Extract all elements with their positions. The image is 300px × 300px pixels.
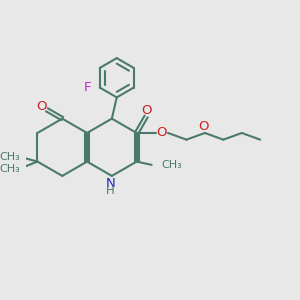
Text: CH₃: CH₃ [161, 160, 182, 170]
Text: N: N [106, 177, 116, 190]
Text: O: O [198, 121, 209, 134]
Text: F: F [84, 81, 92, 94]
Text: CH₃: CH₃ [0, 164, 21, 174]
Text: O: O [157, 126, 167, 139]
Text: CH₃: CH₃ [0, 152, 21, 162]
Text: O: O [141, 104, 152, 117]
Text: O: O [37, 100, 47, 113]
Text: H: H [106, 184, 115, 197]
